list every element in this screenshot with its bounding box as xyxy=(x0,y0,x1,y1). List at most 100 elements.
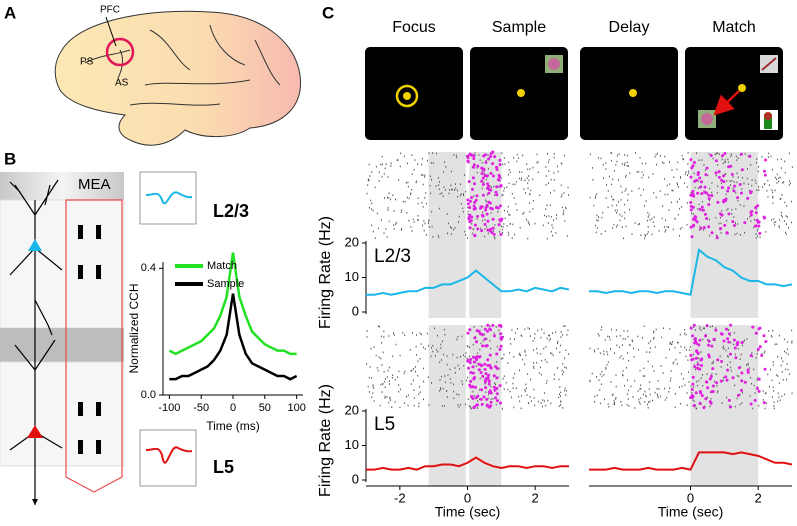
raster-spike xyxy=(483,333,485,336)
raster-spike xyxy=(627,398,629,400)
raster-spike xyxy=(450,170,452,173)
raster-spike xyxy=(785,368,787,371)
raster-spike xyxy=(656,393,658,396)
raster-spike xyxy=(381,175,383,178)
raster-spike xyxy=(680,177,682,179)
raster-spike xyxy=(487,154,489,156)
raster-spike xyxy=(749,394,751,397)
raster-spike xyxy=(596,214,598,217)
raster-spike xyxy=(693,386,695,388)
raster-spike xyxy=(740,353,742,356)
raster-spike xyxy=(627,330,629,332)
raster-spike xyxy=(417,219,419,221)
raster-spike xyxy=(743,339,745,342)
raster-spike xyxy=(726,189,730,193)
raster-spike xyxy=(627,199,629,202)
raster-spike xyxy=(704,397,708,401)
raster-spike xyxy=(424,222,426,225)
raster-spike xyxy=(696,352,700,356)
raster-spike xyxy=(536,161,538,164)
raster-spike xyxy=(495,167,499,171)
raster-spike xyxy=(543,347,545,350)
raster-spike xyxy=(765,231,767,233)
raster-spike xyxy=(697,187,699,189)
raster-spike xyxy=(695,404,697,407)
raster-spike xyxy=(460,193,462,195)
raster-spike xyxy=(557,170,559,173)
raster-spike xyxy=(671,169,673,171)
y-axis-label: Firing Rate (Hz) xyxy=(317,384,334,497)
raster-spike xyxy=(532,208,534,210)
raster-spike xyxy=(656,152,658,155)
raster-spike xyxy=(553,156,555,159)
raster-spike xyxy=(698,338,702,342)
raster-spike xyxy=(394,401,396,403)
raster-spike xyxy=(384,386,386,389)
raster-spike xyxy=(664,387,666,390)
raster-spike xyxy=(622,337,624,340)
raster-spike xyxy=(618,153,620,156)
raster-spike xyxy=(560,391,562,394)
raster-spike xyxy=(472,390,474,393)
raster-spike xyxy=(665,229,667,231)
raster-spike xyxy=(428,219,430,221)
raster-spike xyxy=(624,164,626,166)
raster-spike xyxy=(388,335,390,337)
raster-spike xyxy=(499,337,503,341)
epoch-title: Focus xyxy=(392,19,436,36)
raster-spike xyxy=(399,406,401,409)
raster-spike xyxy=(668,390,670,393)
raster-spike xyxy=(388,380,390,382)
raster-spike xyxy=(764,158,768,162)
raster-spike xyxy=(757,327,761,331)
raster-spike xyxy=(788,152,790,155)
raster-spike xyxy=(750,164,752,166)
raster-spike xyxy=(449,368,451,371)
raster-spike xyxy=(727,355,729,358)
raster-spike xyxy=(752,407,754,410)
raster-spike xyxy=(372,392,374,394)
raster-spike xyxy=(370,347,372,350)
raster-spike xyxy=(490,207,494,211)
raster-spike xyxy=(607,361,609,363)
raster-spike xyxy=(449,226,451,228)
raster-spike xyxy=(673,176,675,179)
raster-spike xyxy=(422,346,424,349)
raster-spike xyxy=(520,354,522,357)
raster-spike xyxy=(383,172,385,175)
raster-spike xyxy=(699,185,703,189)
raster-spike xyxy=(479,205,483,209)
raster-spike xyxy=(371,171,373,173)
raster-spike xyxy=(750,376,752,379)
raster-spike xyxy=(620,185,622,188)
raster-spike xyxy=(527,187,529,190)
raster-spike xyxy=(649,218,651,221)
raster-spike xyxy=(558,378,560,381)
raster-spike xyxy=(782,182,784,184)
raster-spike xyxy=(613,169,615,172)
raster-spike xyxy=(722,198,726,202)
raster-spike xyxy=(739,393,741,396)
raster-spike xyxy=(399,165,401,168)
panel-label: A xyxy=(4,3,16,22)
raster-spike xyxy=(701,209,703,212)
raster-spike xyxy=(503,223,505,225)
raster-spike xyxy=(598,216,600,219)
raster-spike xyxy=(727,340,731,344)
raster-spike xyxy=(483,173,487,177)
raster-spike xyxy=(721,154,725,158)
raster-spike xyxy=(454,227,456,229)
brain-label: PFC xyxy=(100,5,120,16)
raster-spike xyxy=(780,357,782,360)
raster-spike xyxy=(702,385,704,387)
raster-spike xyxy=(481,325,483,328)
raster-spike xyxy=(786,348,788,350)
raster-spike xyxy=(712,157,714,160)
raster-spike xyxy=(378,171,380,174)
raster-spike xyxy=(502,226,504,228)
raster-spike xyxy=(758,404,760,407)
raster-spike xyxy=(469,153,473,157)
x-axis-label: Time (ms) xyxy=(206,419,260,433)
raster-spike xyxy=(644,401,646,403)
raster-spike xyxy=(520,334,522,337)
